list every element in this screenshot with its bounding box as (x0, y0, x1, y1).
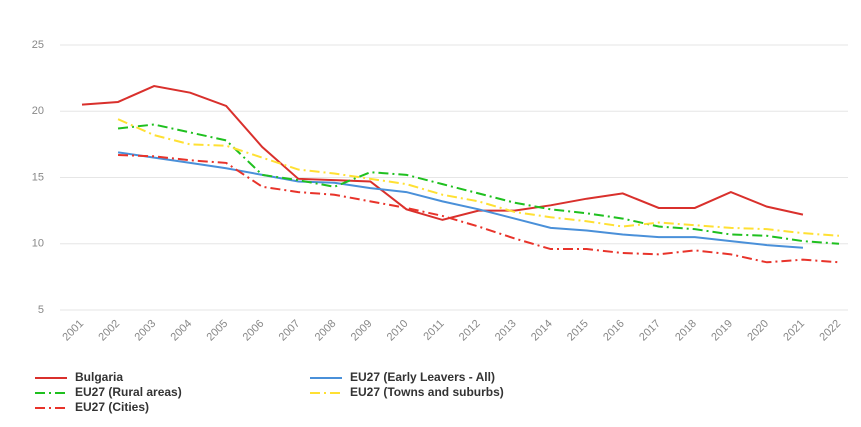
x-tick-label: 2011 (421, 318, 446, 343)
legend-label: EU27 (Rural areas) (75, 385, 182, 399)
x-tick-label: 2022 (817, 318, 843, 344)
y-tick-label: 25 (32, 39, 44, 51)
x-tick-label: 2001 (60, 318, 86, 344)
x-tick-label: 2013 (493, 318, 519, 344)
x-tick-label: 2020 (745, 318, 771, 344)
x-tick-label: 2016 (601, 318, 627, 344)
legend-label: EU27 (Early Leavers - All) (350, 370, 495, 384)
line-series (117, 123, 840, 245)
y-tick-label: 10 (32, 238, 44, 250)
legend-label: Bulgaria (75, 370, 123, 384)
y-tick-label: 5 (38, 304, 44, 316)
x-tick-label: 2010 (385, 318, 411, 344)
line-series (118, 153, 840, 264)
x-tick-label: 2006 (241, 318, 267, 344)
x-tick-label: 2009 (349, 318, 375, 344)
line-series (117, 118, 840, 237)
x-tick-label: 2005 (205, 318, 231, 344)
line-series (81, 85, 804, 221)
x-tick-label: 2004 (169, 318, 195, 344)
x-tick-label: 2012 (457, 318, 483, 344)
legend-label: EU27 (Cities) (75, 400, 149, 414)
x-tick-label: 2003 (132, 318, 158, 344)
x-tick-label: 2014 (529, 318, 555, 344)
x-tick-label: 2008 (313, 318, 339, 344)
x-tick-label: 2007 (277, 318, 303, 344)
x-tick-label: 2002 (96, 318, 122, 344)
line-series (117, 151, 804, 249)
legend-label: EU27 (Towns and suburbs) (350, 385, 504, 399)
y-tick-label: 15 (32, 171, 44, 183)
y-tick-label: 20 (32, 105, 44, 117)
x-tick-label: 2017 (637, 318, 663, 344)
x-tick-label: 2021 (781, 318, 807, 344)
x-tick-label: 2015 (565, 318, 591, 344)
x-tick-label: 2018 (673, 318, 699, 344)
x-tick-label: 2019 (709, 318, 735, 344)
